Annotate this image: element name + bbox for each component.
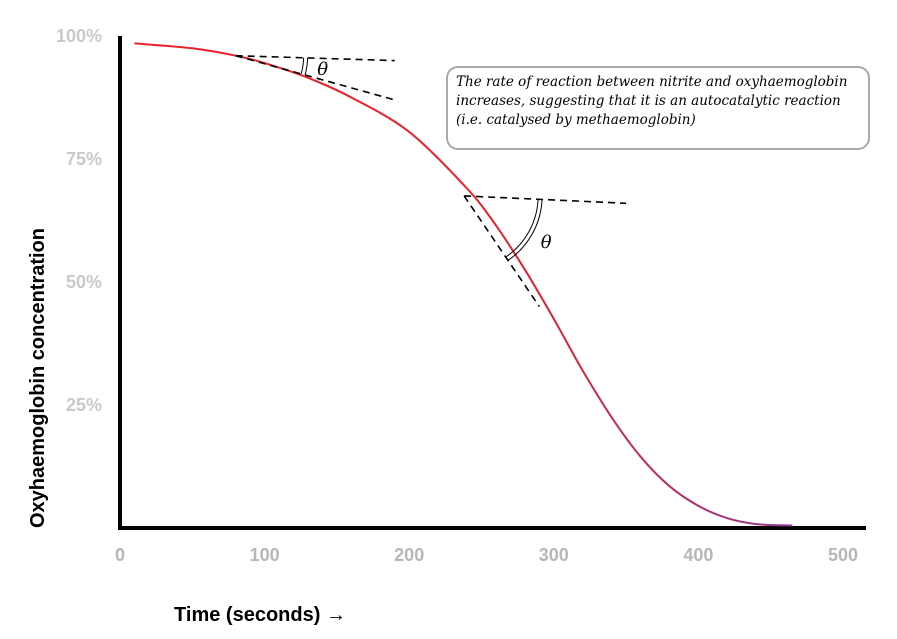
x-tick-label: 300 (539, 545, 569, 565)
horizontal-reference-line (464, 195, 627, 205)
angle-arc (505, 199, 539, 258)
x-tick-label: 400 (683, 545, 713, 565)
y-tick-label: 75% (66, 149, 102, 169)
horizontal-reference-line (235, 54, 395, 62)
y-axis-title: Oxyhaemoglobin concentration (27, 228, 49, 528)
x-tick-label: 200 (394, 545, 424, 565)
y-tick-label: 25% (66, 395, 102, 415)
x-tick-label: 500 (828, 545, 858, 565)
x-tick-label: 100 (250, 545, 280, 565)
annotation-box: The rate of reaction between nitrite and… (446, 66, 870, 150)
tangent-line (463, 195, 541, 308)
x-tick-labels: 0 100 200 300 400 500 (115, 545, 858, 565)
tangent-line (235, 54, 395, 101)
y-tick-labels: 25% 50% 75% 100% (56, 26, 102, 415)
angle-arc (507, 199, 543, 261)
x-tick-label: 0 (115, 545, 125, 565)
theta-label: θ (317, 59, 328, 80)
x-axis-title: Time (seconds) → (174, 604, 346, 626)
angle-arc (300, 57, 305, 75)
y-tick-label: 100% (56, 26, 102, 46)
theta-label: θ (541, 232, 552, 253)
y-tick-label: 50% (66, 272, 102, 292)
tangent-annotations: θθ (235, 54, 627, 308)
angle-arc (304, 57, 309, 76)
annotation-text: The rate of reaction between nitrite and… (456, 74, 848, 128)
